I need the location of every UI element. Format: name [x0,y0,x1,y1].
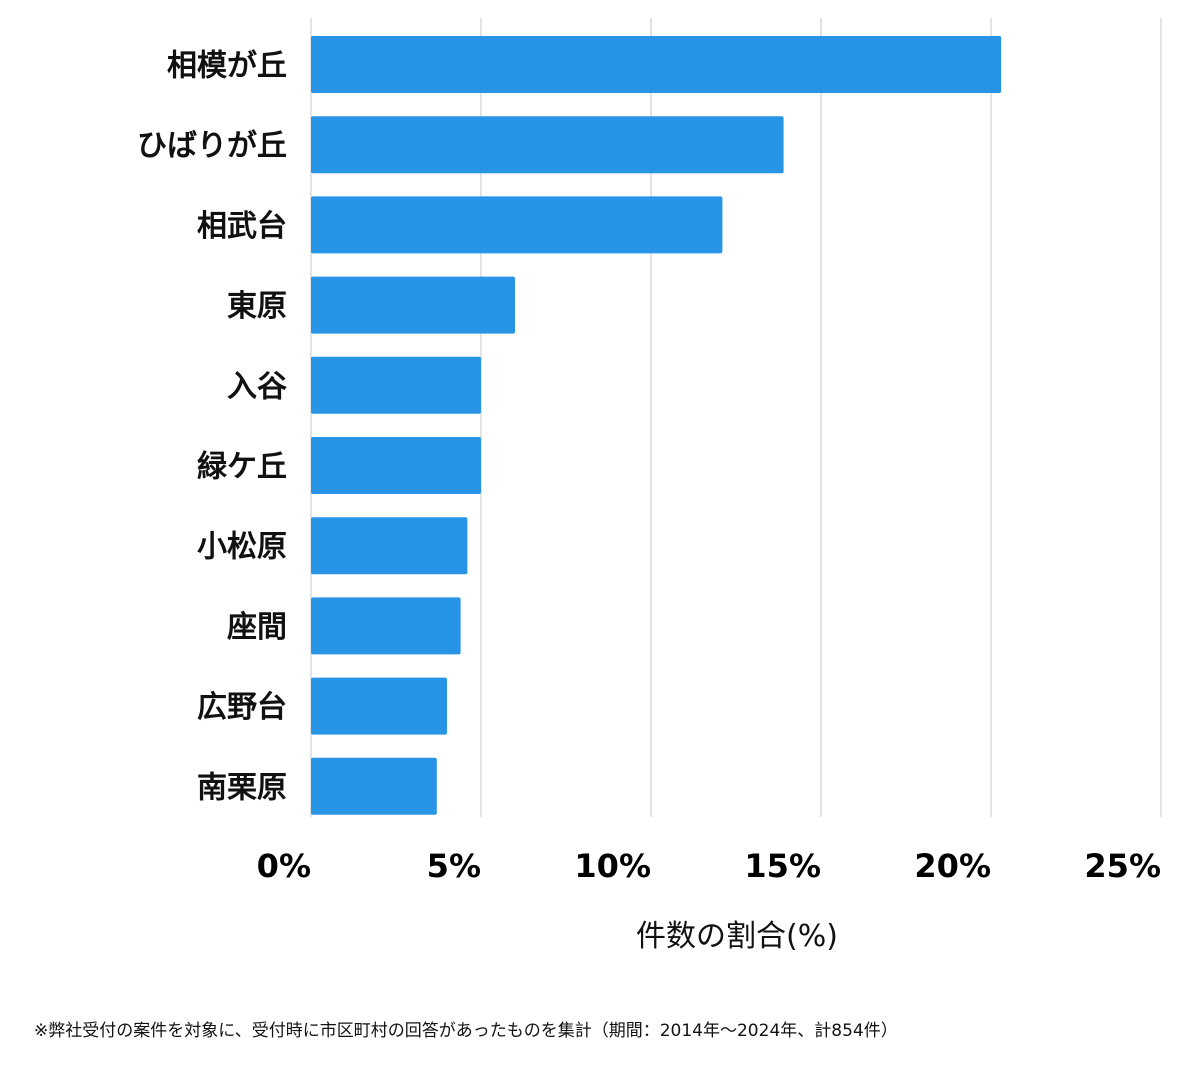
bar-5 [311,437,481,494]
bar-3 [311,276,515,334]
x-tick-label: 20% [914,847,991,885]
bar-2 [311,196,723,254]
bar-8 [311,677,447,735]
x-axis-title: 件数の割合(%) [636,919,838,954]
x-tick-label: 5% [427,847,481,885]
x-tick-labels: 0% 5% 10% 15% 20% 25% [257,847,1161,885]
bar-1 [311,116,784,174]
category-label: 南栗原 [197,770,287,805]
x-tick-label: 10% [574,847,651,885]
x-tick-label: 25% [1084,847,1161,885]
footnote: ※弊社受付の案件を対象に、受付時に市区町村の回答があったものを集計（期間：201… [34,1021,898,1041]
category-label: 緑ケ丘 [197,450,287,485]
category-label: 東原 [227,289,287,324]
x-tick-label: 0% [257,847,311,885]
category-label: 相武台 [197,209,287,244]
bars [311,36,1002,815]
category-label: 座間 [227,610,287,645]
category-label: 小松原 [197,530,287,565]
bar-7 [311,597,461,655]
category-label: 入谷 [227,369,287,404]
category-label: 広野台 [197,690,287,725]
bar-6 [311,517,468,575]
x-tick-label: 15% [744,847,821,885]
category-label: ひばりが丘 [137,129,287,164]
bar-9 [311,757,437,815]
bar-0 [311,36,1002,93]
category-label: 相模が丘 [167,49,287,84]
bar-4 [311,356,481,414]
